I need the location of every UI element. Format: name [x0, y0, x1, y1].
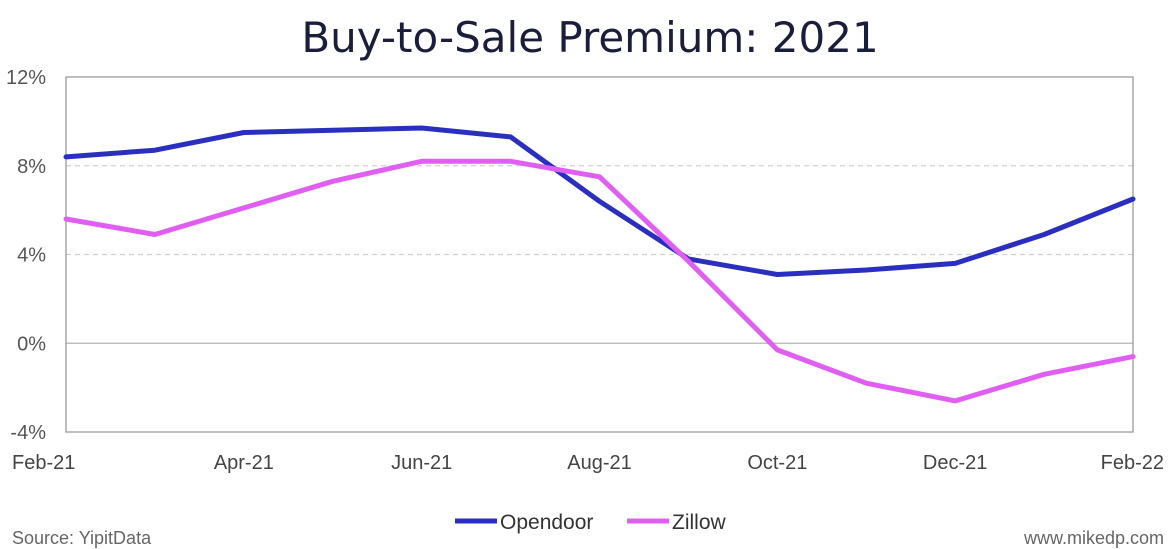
- y-tick-label: 0%: [17, 333, 46, 355]
- y-tick-label: 8%: [17, 156, 46, 178]
- x-tick-label: Feb-22: [1101, 452, 1164, 474]
- y-axis-ticks: -4% 0% 4% 8% 12%: [6, 67, 46, 444]
- legend: Opendoor Zillow: [455, 511, 727, 534]
- legend-label-zillow: Zillow: [672, 511, 727, 534]
- source-note: Source: YipitData: [12, 528, 152, 548]
- site-credit: www.mikedp.com: [1023, 528, 1164, 548]
- x-axis-ticks: Feb-21 Apr-21 Jun-21 Aug-21 Oct-21 Dec-21 Feb-…: [12, 452, 1164, 474]
- x-tick-label: Apr-21: [214, 452, 274, 474]
- y-tick-label: 4%: [17, 245, 46, 267]
- series-line-opendoor: [63, 125, 1136, 277]
- y-tick-label: -4%: [10, 422, 46, 444]
- x-tick-label: Aug-21: [567, 452, 632, 474]
- legend-label-opendoor: Opendoor: [500, 511, 593, 534]
- x-tick-label: Feb-21: [12, 452, 75, 474]
- series-lines: [63, 125, 1136, 404]
- plot-border: [65, 76, 1134, 433]
- x-tick-label: Oct-21: [747, 452, 807, 474]
- y-tick-label: 12%: [6, 67, 46, 89]
- x-tick-label: Jun-21: [391, 452, 452, 474]
- plot-frame: [65, 76, 1134, 433]
- chart-title: Buy-to-Sale Premium: 2021: [301, 13, 878, 62]
- x-tick-label: Dec-21: [923, 452, 987, 474]
- series-line-zillow: [63, 158, 1136, 404]
- gridlines: [66, 165, 1133, 344]
